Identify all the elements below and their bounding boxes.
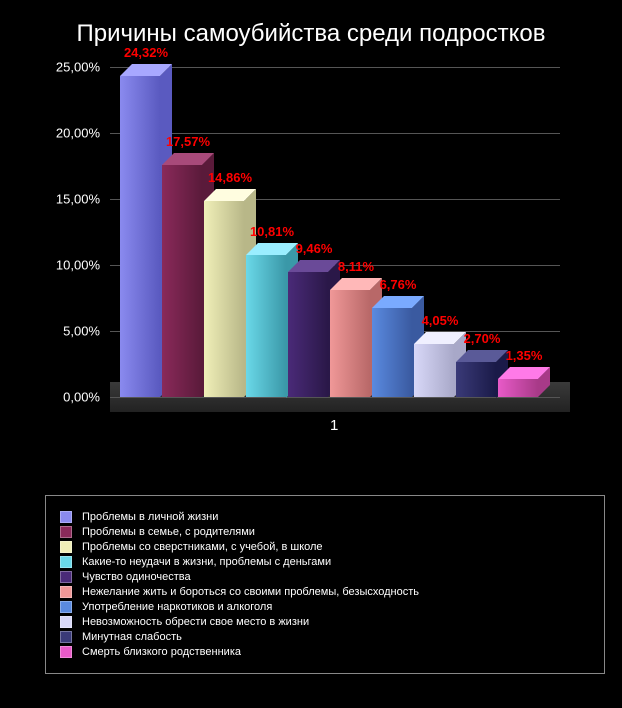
legend-item: Проблемы в личной жизни <box>60 511 590 523</box>
legend-item: Нежелание жить и бороться со своими проб… <box>60 586 590 598</box>
legend-item: Минутная слабость <box>60 631 590 643</box>
data-label: 4,05% <box>422 313 459 328</box>
legend-label: Проблемы в семье, с родителями <box>82 526 255 538</box>
legend-swatch <box>60 541 72 553</box>
bar-front <box>204 201 244 397</box>
bar <box>498 367 550 397</box>
data-label: 14,86% <box>208 170 252 185</box>
data-label: 6,76% <box>380 277 417 292</box>
y-tick-label: 5,00% <box>63 324 100 339</box>
legend-label: Нежелание жить и бороться со своими проб… <box>82 586 419 598</box>
bars-container: 24,32%17,57%14,86%10,81%9,46%8,11%6,76%4… <box>120 67 560 397</box>
grid-line <box>110 397 560 398</box>
legend-swatch <box>60 631 72 643</box>
legend-swatch <box>60 646 72 658</box>
data-label: 9,46% <box>296 241 333 256</box>
legend-swatch <box>60 571 72 583</box>
legend-item: Смерть близкого родственника <box>60 646 590 658</box>
y-axis-labels: 0,00%5,00%10,00%15,00%20,00%25,00% <box>30 67 105 397</box>
legend-label: Проблемы со сверстниками, с учебой, в шк… <box>82 541 323 553</box>
data-label: 24,32% <box>124 45 168 60</box>
bar-front <box>330 290 370 397</box>
legend-item: Употребление наркотиков и алкоголя <box>60 601 590 613</box>
legend-label: Проблемы в личной жизни <box>82 511 218 523</box>
bar-front <box>162 165 202 397</box>
y-tick-label: 20,00% <box>56 126 100 141</box>
bar-front <box>246 255 286 398</box>
chart-title: Причины самоубийства среди подростков <box>0 0 622 57</box>
data-label: 1,35% <box>506 348 543 363</box>
data-label: 10,81% <box>250 224 294 239</box>
legend-swatch <box>60 586 72 598</box>
legend-swatch <box>60 526 72 538</box>
legend-item: Проблемы в семье, с родителями <box>60 526 590 538</box>
bar-front <box>288 272 328 397</box>
bar-front <box>498 379 538 397</box>
data-label: 8,11% <box>338 259 374 274</box>
legend: Проблемы в личной жизни Проблемы в семье,… <box>45 495 605 674</box>
y-tick-label: 10,00% <box>56 258 100 273</box>
bar-front <box>414 344 454 397</box>
legend-label: Смерть близкого родственника <box>82 646 241 658</box>
x-axis-label: 1 <box>330 417 338 434</box>
legend-swatch <box>60 511 72 523</box>
legend-label: Какие-то неудачи в жизни, проблемы с ден… <box>82 556 331 568</box>
legend-label: Чувство одиночества <box>82 571 191 583</box>
data-label: 2,70% <box>464 331 501 346</box>
bar-front <box>456 362 496 398</box>
legend-swatch <box>60 616 72 628</box>
bar-front <box>372 308 412 397</box>
y-tick-label: 25,00% <box>56 60 100 75</box>
y-tick-label: 15,00% <box>56 192 100 207</box>
legend-item: Какие-то неудачи в жизни, проблемы с ден… <box>60 556 590 568</box>
legend-swatch <box>60 556 72 568</box>
chart-area: 0,00%5,00%10,00%15,00%20,00%25,00% 24,32… <box>30 67 590 437</box>
legend-item: Проблемы со сверстниками, с учебой, в шк… <box>60 541 590 553</box>
data-label: 17,57% <box>166 134 210 149</box>
y-tick-label: 0,00% <box>63 390 100 405</box>
legend-label: Невозможность обрести свое место в жизни <box>82 616 309 628</box>
legend-label: Употребление наркотиков и алкоголя <box>82 601 272 613</box>
legend-swatch <box>60 601 72 613</box>
chart-container: Причины самоубийства среди подростков 0,… <box>0 0 622 708</box>
legend-item: Чувство одиночества <box>60 571 590 583</box>
legend-item: Невозможность обрести свое место в жизни <box>60 616 590 628</box>
legend-label: Минутная слабость <box>82 631 182 643</box>
bar-front <box>120 76 160 397</box>
